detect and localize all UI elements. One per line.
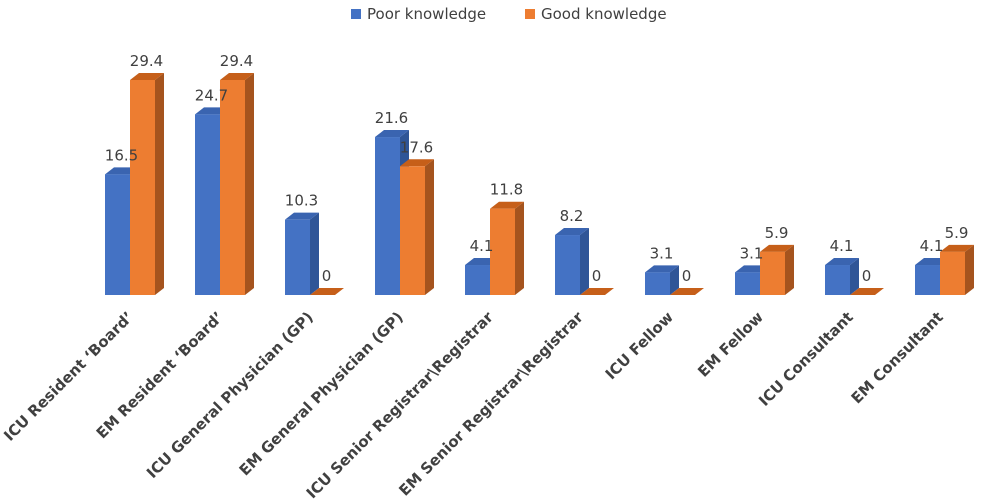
value-label-poor-3: 21.6 <box>375 109 408 127</box>
bar-good-4 <box>490 201 524 295</box>
legend-label-0: Poor knowledge <box>367 5 486 23</box>
category-labels-group: ICU Resident ‘Board’EM Resident ‘Board’I… <box>0 308 947 502</box>
value-label-good-6: 0 <box>682 267 692 285</box>
legend-label-1: Good knowledge <box>541 5 667 23</box>
bar-good-1 <box>220 73 254 295</box>
value-label-poor-1: 24.7 <box>195 86 228 104</box>
bar-good-5 <box>580 288 614 295</box>
bar-good-9 <box>940 244 974 295</box>
bar-poor-8 <box>825 258 859 295</box>
value-labels-group: 16.5 29.4 24.7 29.4 10.3 0 21.6 17.6 4.1 11.8 8.2 0… <box>105 52 969 285</box>
value-label-poor-5: 8.2 <box>560 207 584 225</box>
bar-good-6 <box>670 288 704 295</box>
bar-poor-2 <box>285 212 319 295</box>
value-label-good-3: 17.6 <box>400 138 433 156</box>
category-label-8: ICU Consultant <box>755 308 857 410</box>
bar-good-2 <box>310 288 344 295</box>
legend-swatch-1 <box>525 9 535 19</box>
value-label-poor-7: 3.1 <box>740 244 764 262</box>
value-label-poor-6: 3.1 <box>650 244 674 262</box>
value-label-good-8: 0 <box>862 267 872 285</box>
value-label-good-1: 29.4 <box>220 52 253 70</box>
value-label-poor-2: 10.3 <box>285 192 318 210</box>
bar-good-0 <box>130 73 164 295</box>
category-label-6: ICU Fellow <box>602 308 677 383</box>
bar-good-7 <box>760 244 794 295</box>
legend-swatch-0 <box>351 9 361 19</box>
bar-good-3 <box>400 159 434 295</box>
bars-group <box>105 73 974 295</box>
bar-poor-5 <box>555 228 589 295</box>
value-label-poor-9: 4.1 <box>920 237 944 255</box>
value-label-poor-4: 4.1 <box>470 237 494 255</box>
value-label-good-4: 11.8 <box>490 181 523 199</box>
value-label-good-9: 5.9 <box>945 224 969 242</box>
value-label-good-7: 5.9 <box>765 224 789 242</box>
value-label-good-0: 29.4 <box>130 52 163 70</box>
category-label-9: EM Consultant <box>848 308 947 407</box>
value-label-poor-8: 4.1 <box>830 237 854 255</box>
value-label-good-5: 0 <box>592 267 602 285</box>
category-label-7: EM Fellow <box>694 308 767 381</box>
value-label-good-2: 0 <box>322 267 332 285</box>
bar-good-8 <box>850 288 884 295</box>
category-label-5: EM Senior Registrar\Registrar <box>395 308 587 500</box>
value-label-poor-0: 16.5 <box>105 146 138 164</box>
category-label-3: EM General Physician (GP) <box>236 308 407 479</box>
category-label-4: ICU Senior Registrar\Registrar <box>303 308 497 502</box>
category-label-2: ICU General Physician (GP) <box>143 308 317 482</box>
legend: Poor knowledge Good knowledge <box>351 5 667 23</box>
bar-poor-6 <box>645 265 679 295</box>
